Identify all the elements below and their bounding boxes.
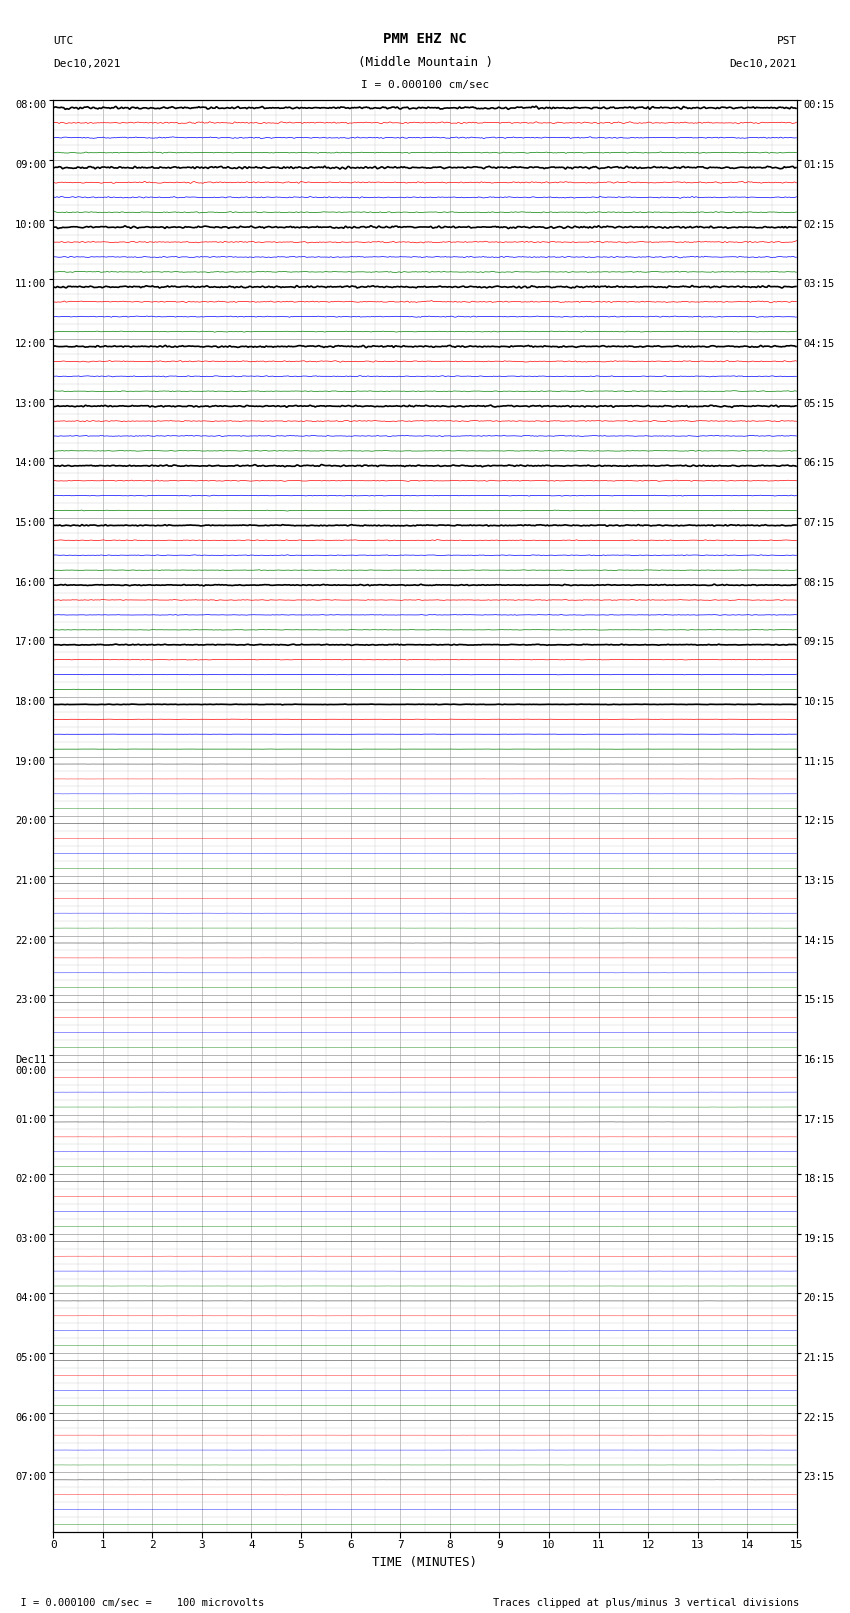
Text: I = 0.000100 cm/sec =    100 microvolts: I = 0.000100 cm/sec = 100 microvolts <box>8 1598 264 1608</box>
Text: I = 0.000100 cm/sec: I = 0.000100 cm/sec <box>361 81 489 90</box>
Text: PST: PST <box>777 35 796 47</box>
X-axis label: TIME (MINUTES): TIME (MINUTES) <box>372 1557 478 1569</box>
Text: UTC: UTC <box>54 35 73 47</box>
Text: Traces clipped at plus/minus 3 vertical divisions: Traces clipped at plus/minus 3 vertical … <box>493 1598 799 1608</box>
Text: Dec10,2021: Dec10,2021 <box>729 60 796 69</box>
Text: Dec10,2021: Dec10,2021 <box>54 60 121 69</box>
Text: (Middle Mountain ): (Middle Mountain ) <box>358 56 492 69</box>
Text: PMM EHZ NC: PMM EHZ NC <box>383 32 467 47</box>
